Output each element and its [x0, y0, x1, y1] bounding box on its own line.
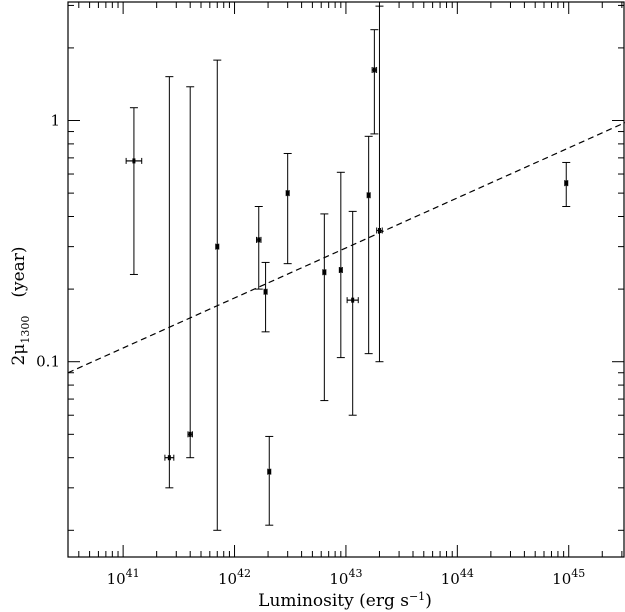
data-point — [336, 171, 345, 359]
y-axis-title: 2μ1300 (year) — [9, 246, 32, 365]
point-marker — [267, 469, 271, 475]
point-marker — [339, 267, 343, 273]
data-point — [265, 435, 274, 526]
point-marker — [367, 192, 371, 198]
point-marker — [132, 158, 136, 164]
x-tick-label: 1045 — [552, 567, 585, 588]
data-point — [164, 76, 175, 489]
data-point — [364, 135, 373, 355]
point-marker — [264, 289, 268, 295]
minor-ticks — [68, 2, 624, 557]
x-axis-title-close: ) — [425, 591, 432, 611]
x-axis-title-sup: −1 — [409, 590, 425, 603]
data-point — [186, 86, 195, 459]
data-point — [283, 152, 292, 265]
y-axis-title-main: 2μ — [9, 344, 29, 366]
data-point — [562, 161, 571, 208]
point-marker — [215, 244, 219, 250]
x-tick-label: 1042 — [218, 567, 251, 588]
y-axis-title-sub: 1300 — [19, 316, 32, 344]
data-point — [213, 59, 222, 531]
point-marker — [351, 297, 355, 303]
data-point — [261, 261, 270, 333]
y-tick-labels: 10.1 — [36, 112, 60, 371]
x-axis-title-main: Luminosity (erg s — [258, 591, 409, 611]
point-marker — [257, 237, 261, 243]
data-points — [125, 5, 571, 531]
major-ticks — [68, 2, 624, 557]
point-marker — [377, 227, 381, 233]
x-tick-label: 1043 — [329, 567, 362, 588]
data-point — [346, 210, 359, 416]
y-axis-title-unit: (year) — [9, 246, 29, 297]
point-marker — [372, 67, 376, 73]
point-marker — [286, 190, 290, 196]
x-tick-label: 1044 — [441, 567, 474, 588]
x-axis-title: Luminosity (erg s−1) — [258, 590, 432, 611]
x-tick-label: 1041 — [107, 567, 140, 588]
data-point — [254, 206, 263, 290]
point-marker — [188, 431, 192, 437]
point-marker — [322, 269, 326, 275]
fit-line — [67, 122, 625, 374]
data-point — [370, 29, 379, 135]
y-tick-label: 1 — [50, 112, 60, 130]
point-marker — [167, 455, 171, 461]
x-tick-labels: 1041 1042 1043 1044 1045 — [107, 567, 586, 588]
point-marker — [564, 180, 568, 186]
data-point — [375, 5, 384, 363]
data-point — [320, 213, 329, 402]
plot-frame — [67, 1, 625, 558]
data-point — [125, 107, 143, 275]
y-tick-label: 0.1 — [36, 353, 60, 371]
